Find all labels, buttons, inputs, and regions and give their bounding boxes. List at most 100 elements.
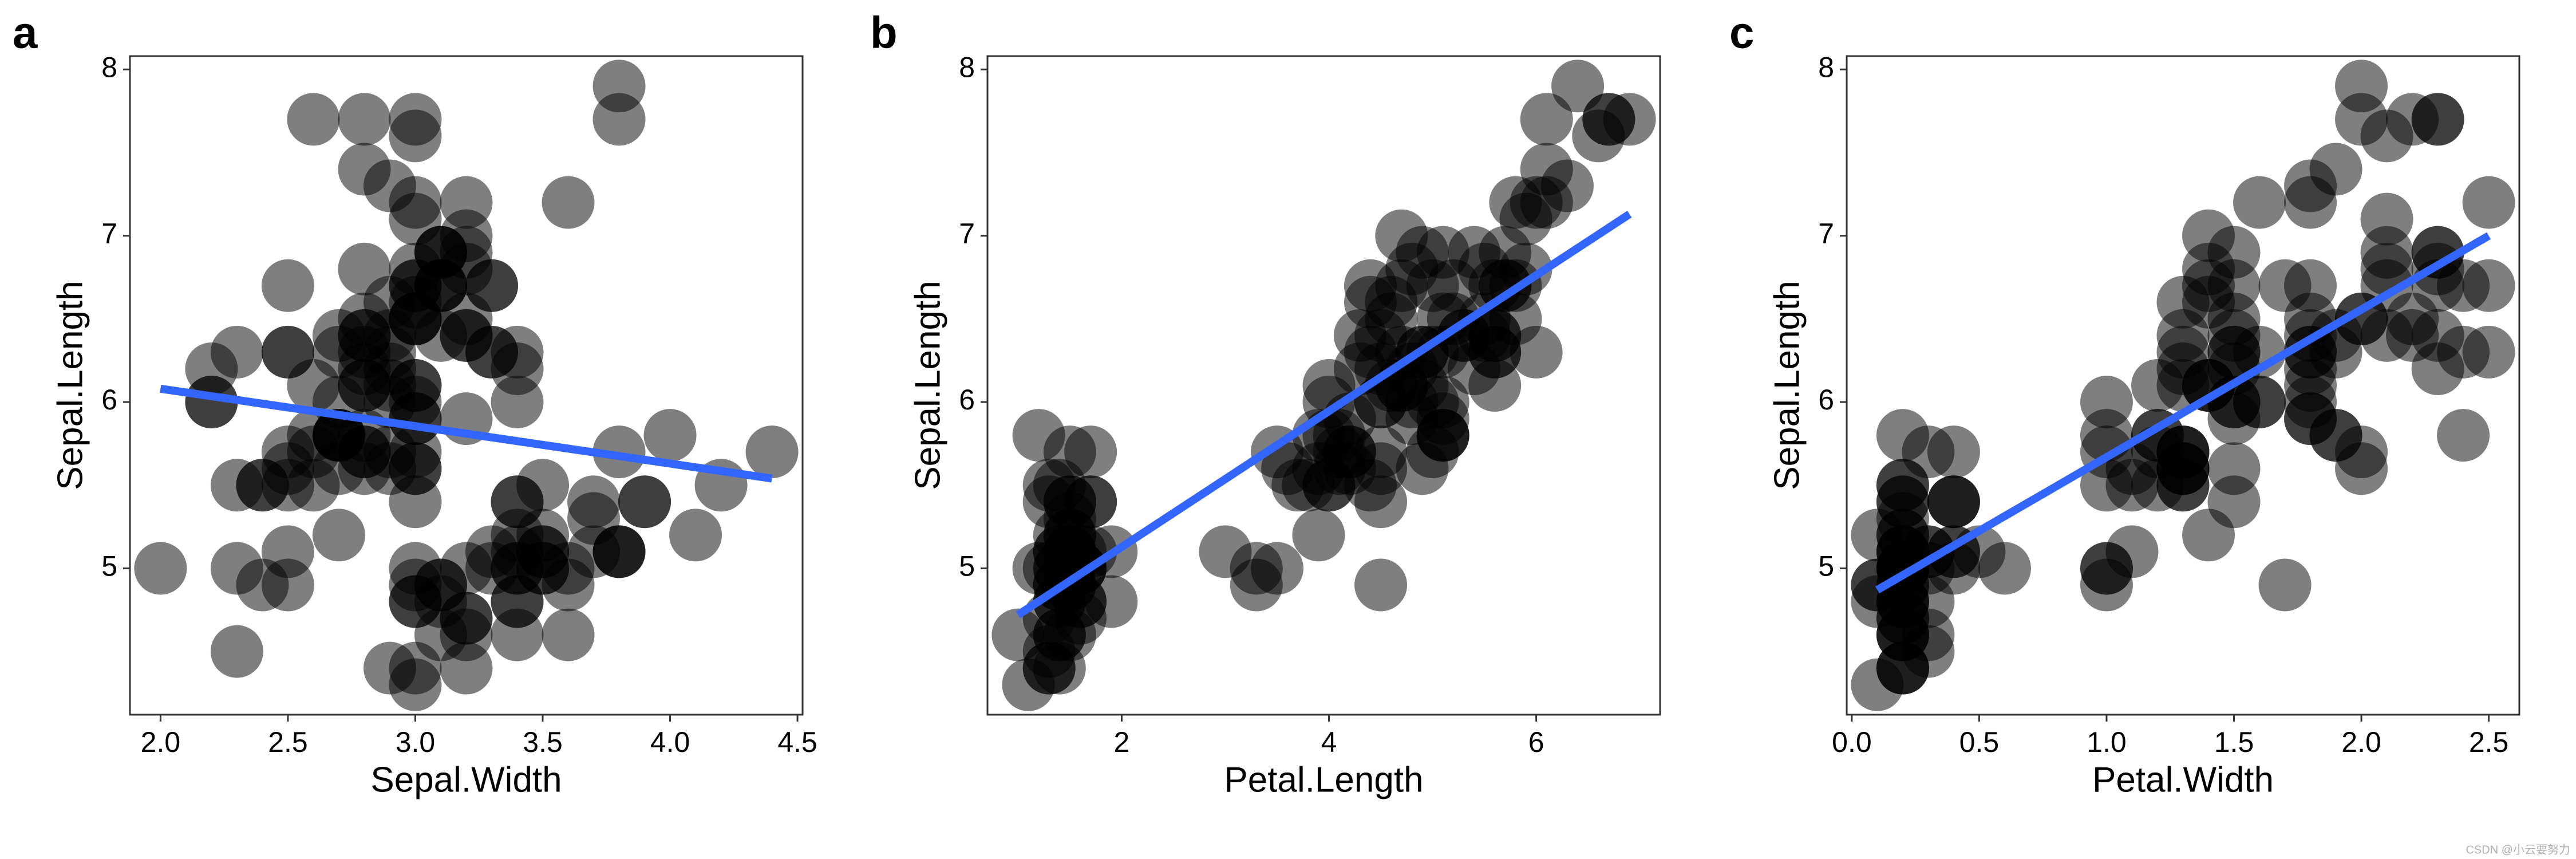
- point: [1876, 492, 1929, 545]
- point: [1448, 342, 1501, 395]
- point: [287, 93, 340, 146]
- panel-label: b: [870, 7, 898, 58]
- point: [1927, 475, 1980, 529]
- point: [1064, 425, 1117, 479]
- point: [389, 392, 442, 446]
- x-tick-label: 1.0: [2087, 726, 2127, 758]
- point: [643, 409, 697, 462]
- point: [338, 93, 391, 146]
- fit-line: [160, 384, 773, 483]
- point: [338, 325, 391, 379]
- point: [338, 143, 391, 196]
- point: [440, 176, 493, 229]
- point: [389, 93, 442, 146]
- point: [1427, 292, 1480, 345]
- point: [669, 509, 722, 562]
- point: [210, 542, 263, 595]
- point: [2105, 525, 2159, 578]
- point: [1520, 93, 1573, 146]
- point: [516, 459, 570, 512]
- panel: b Petal.Length Sepal.Length 2 4 6 5 6 7 8: [870, 7, 1661, 799]
- panel-label: a: [13, 7, 38, 58]
- point: [1199, 525, 1252, 578]
- point: [185, 376, 238, 429]
- point: [1551, 60, 1605, 113]
- point: [542, 608, 595, 661]
- x-axis-title: Sepal.Width: [370, 760, 562, 799]
- panel-border: [1846, 55, 2520, 716]
- point: [567, 492, 621, 545]
- plot-area: [1851, 60, 2515, 711]
- y-tick-label: 5: [1818, 550, 1834, 582]
- x-tick-label: 2.0: [2341, 726, 2381, 758]
- x-tick-label: 1.5: [2214, 726, 2254, 758]
- x-tick-label: 0.0: [1832, 726, 1872, 758]
- point: [745, 425, 799, 479]
- point: [516, 542, 570, 595]
- panel-label: c: [1729, 7, 1754, 58]
- point: [2284, 392, 2337, 446]
- y-tick-label: 7: [101, 218, 117, 250]
- point: [261, 558, 314, 612]
- point: [592, 425, 646, 479]
- point: [440, 608, 493, 661]
- plot-area: [134, 60, 799, 711]
- y-tick-label: 8: [1818, 51, 1834, 83]
- x-tick-label: 2.5: [268, 726, 308, 758]
- plot-area: [991, 60, 1656, 711]
- point: [1354, 558, 1408, 612]
- point: [1292, 509, 1345, 562]
- point: [2258, 558, 2312, 612]
- x-tick-label: 2.0: [141, 726, 181, 758]
- point: [2462, 176, 2515, 229]
- point: [389, 575, 442, 628]
- point: [338, 242, 391, 295]
- point: [1313, 425, 1366, 479]
- point: [2156, 425, 2210, 479]
- point: [261, 425, 314, 479]
- x-tick-label: 3.5: [523, 726, 563, 758]
- point: [1876, 608, 1929, 661]
- y-axis-title: Sepal.Length: [1767, 281, 1807, 490]
- x-tick-label: 2: [1114, 726, 1130, 758]
- point: [1978, 542, 2031, 595]
- point: [389, 292, 442, 345]
- x-tick-label: 6: [1528, 726, 1544, 758]
- point: [2207, 259, 2261, 312]
- panel-border: [986, 55, 1661, 716]
- panel: a Sepal.Width Sepal.Length 2.0 2.5 3.0 3.5 4.0 4…: [13, 7, 817, 800]
- point: [2360, 226, 2413, 279]
- point: [2233, 176, 2286, 229]
- point: [2080, 459, 2133, 512]
- point: [1489, 176, 1542, 229]
- panel-border: [129, 55, 804, 716]
- fit-line: [1875, 232, 2491, 594]
- fit-line: [1016, 211, 1632, 618]
- x-tick-label: 4.5: [777, 726, 817, 758]
- x-tick-label: 4: [1321, 726, 1337, 758]
- y-tick-label: 5: [959, 550, 975, 582]
- point: [465, 259, 519, 312]
- y-tick-label: 6: [959, 384, 975, 416]
- point: [134, 542, 187, 595]
- x-axis-title: Petal.Length: [1224, 760, 1423, 799]
- y-tick-label: 8: [101, 51, 117, 83]
- point: [491, 342, 544, 395]
- point: [2411, 93, 2464, 146]
- point: [2309, 143, 2362, 196]
- point: [1375, 259, 1428, 312]
- y-tick-label: 7: [959, 218, 975, 250]
- point: [2207, 475, 2261, 529]
- point: [2182, 359, 2235, 412]
- x-tick-label: 0.5: [1959, 726, 2000, 758]
- y-axis-title: Sepal.Length: [50, 281, 90, 490]
- point: [1033, 608, 1086, 661]
- point: [2335, 60, 2388, 113]
- panel: c Petal.Width Sepal.Length 0.0 0.5 1.0 1.5 2.0 2…: [1729, 7, 2520, 799]
- y-axis-title: Sepal.Length: [908, 281, 947, 490]
- point: [312, 509, 365, 562]
- y-tick-label: 8: [959, 51, 975, 83]
- x-tick-label: 2.5: [2469, 726, 2509, 758]
- x-axis-title: Petal.Width: [2092, 760, 2274, 799]
